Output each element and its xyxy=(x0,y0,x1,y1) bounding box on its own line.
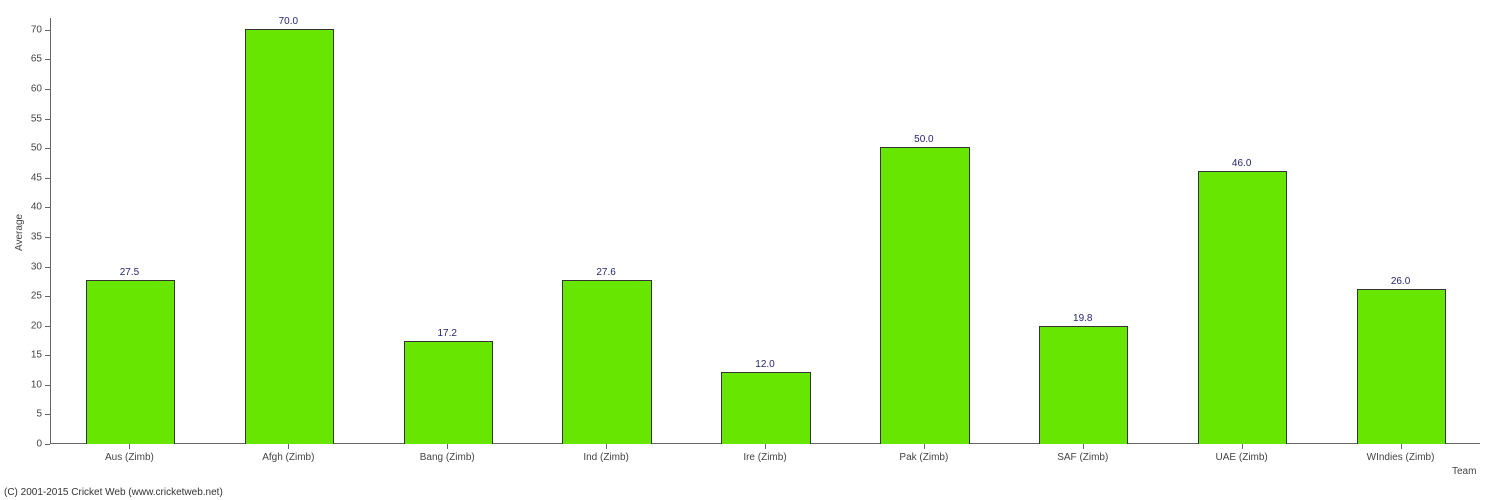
y-tick-mark xyxy=(45,385,50,386)
y-tick-mark xyxy=(45,148,50,149)
bar xyxy=(86,280,175,444)
y-axis-title: Average xyxy=(14,214,25,251)
x-tick-mark xyxy=(1242,444,1243,449)
bar xyxy=(562,280,651,444)
y-tick-label: 45 xyxy=(18,172,42,183)
y-tick-label: 65 xyxy=(18,54,42,65)
bar-value-label: 70.0 xyxy=(279,16,298,27)
y-tick-mark xyxy=(45,237,50,238)
y-tick-mark xyxy=(45,119,50,120)
x-tick-mark xyxy=(924,444,925,449)
x-tick-mark xyxy=(1401,444,1402,449)
x-tick-label: Pak (Zimb) xyxy=(899,452,948,463)
y-tick-label: 40 xyxy=(18,202,42,213)
bar xyxy=(404,341,493,444)
x-tick-label: Aus (Zimb) xyxy=(105,452,154,463)
y-axis-line xyxy=(50,18,51,444)
y-tick-mark xyxy=(45,355,50,356)
x-axis-title: Team xyxy=(1452,466,1476,477)
y-tick-label: 50 xyxy=(18,143,42,154)
x-tick-label: Ire (Zimb) xyxy=(743,452,786,463)
y-tick-label: 60 xyxy=(18,84,42,95)
y-tick-mark xyxy=(45,414,50,415)
y-tick-label: 15 xyxy=(18,350,42,361)
y-tick-mark xyxy=(45,267,50,268)
bar xyxy=(1039,326,1128,444)
bar-value-label: 27.6 xyxy=(596,267,615,278)
y-tick-label: 20 xyxy=(18,320,42,331)
bar xyxy=(1198,171,1287,444)
x-tick-mark xyxy=(447,444,448,449)
bar-value-label: 46.0 xyxy=(1232,158,1251,169)
x-tick-mark xyxy=(1083,444,1084,449)
average-by-team-chart: 051015202530354045505560657027.5Aus (Zim… xyxy=(0,0,1500,500)
y-tick-label: 10 xyxy=(18,379,42,390)
bar xyxy=(880,147,969,444)
x-tick-mark xyxy=(765,444,766,449)
y-tick-mark xyxy=(45,296,50,297)
plot-area: 051015202530354045505560657027.5Aus (Zim… xyxy=(50,18,1480,444)
x-tick-label: UAE (Zimb) xyxy=(1216,452,1268,463)
y-tick-label: 25 xyxy=(18,291,42,302)
y-tick-label: 5 xyxy=(18,409,42,420)
bar xyxy=(721,372,810,444)
y-tick-mark xyxy=(45,326,50,327)
x-tick-label: Bang (Zimb) xyxy=(420,452,475,463)
y-tick-mark xyxy=(45,89,50,90)
y-tick-mark xyxy=(45,59,50,60)
x-tick-label: Ind (Zimb) xyxy=(583,452,629,463)
bar-value-label: 26.0 xyxy=(1391,276,1410,287)
copyright-text: (C) 2001-2015 Cricket Web (www.cricketwe… xyxy=(4,487,223,498)
bar-value-label: 50.0 xyxy=(914,134,933,145)
bar-value-label: 27.5 xyxy=(120,267,139,278)
x-tick-mark xyxy=(129,444,130,449)
x-tick-label: WIndies (Zimb) xyxy=(1367,452,1435,463)
x-tick-mark xyxy=(288,444,289,449)
x-tick-label: Afgh (Zimb) xyxy=(262,452,314,463)
y-tick-mark xyxy=(45,207,50,208)
bar-value-label: 19.8 xyxy=(1073,313,1092,324)
x-tick-label: SAF (Zimb) xyxy=(1057,452,1108,463)
bar-value-label: 12.0 xyxy=(755,359,774,370)
bar xyxy=(245,29,334,444)
bar-value-label: 17.2 xyxy=(437,328,456,339)
y-tick-label: 55 xyxy=(18,113,42,124)
y-tick-mark xyxy=(45,178,50,179)
bar xyxy=(1357,289,1446,444)
y-tick-label: 30 xyxy=(18,261,42,272)
y-tick-mark xyxy=(45,30,50,31)
x-tick-mark xyxy=(606,444,607,449)
y-tick-mark xyxy=(45,444,50,445)
y-tick-label: 70 xyxy=(18,24,42,35)
y-tick-label: 0 xyxy=(18,439,42,450)
